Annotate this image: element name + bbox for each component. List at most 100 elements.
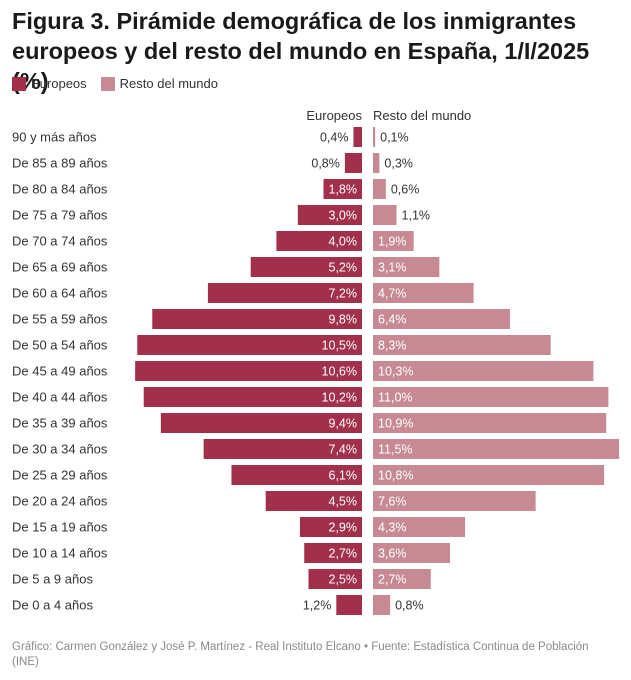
data-label-resto-del-mundo: 0,1% xyxy=(380,131,409,145)
bar-europeos xyxy=(160,413,362,433)
data-label-europeos: 6,1% xyxy=(329,469,358,483)
category-label: De 30 a 34 años xyxy=(12,442,108,457)
bar-europeos xyxy=(250,257,362,277)
bar-europeos xyxy=(265,491,362,511)
data-label-resto-del-mundo: 10,9% xyxy=(378,417,413,431)
bar-europeos xyxy=(308,569,362,589)
chart-footer: Gráfico: Carmen González y José P. Martí… xyxy=(12,641,589,668)
category-label: De 75 a 79 años xyxy=(12,208,108,223)
bar-europeos xyxy=(135,361,362,381)
legend-item-resto: Resto del mundo xyxy=(100,76,218,91)
bar-europeos xyxy=(143,387,362,407)
bar-europeos xyxy=(344,153,362,173)
category-label: De 85 a 89 años xyxy=(12,156,108,171)
bar-resto-del-mundo xyxy=(373,153,380,173)
data-label-resto-del-mundo: 8,3% xyxy=(378,339,407,353)
data-label-europeos: 5,2% xyxy=(329,261,358,275)
chart-rows: 90 y más años 0,4% 0,1% De 85 a 89 años 0,8%… xyxy=(12,127,620,615)
data-label-europeos: 2,9% xyxy=(329,521,358,535)
data-label-europeos: 0,8% xyxy=(311,157,340,171)
bar-europeos xyxy=(203,439,362,459)
data-label-resto-del-mundo: 6,4% xyxy=(378,313,407,327)
category-label: De 10 a 14 años xyxy=(12,546,108,561)
data-label-europeos: 10,5% xyxy=(322,339,357,353)
data-label-europeos: 1,2% xyxy=(303,599,332,613)
category-label: De 5 a 9 años xyxy=(12,572,93,587)
bar-resto-del-mundo xyxy=(373,387,609,407)
bar-resto-del-mundo xyxy=(373,595,391,615)
category-label: De 0 a 4 años xyxy=(12,598,93,613)
data-label-resto-del-mundo: 1,1% xyxy=(402,209,431,223)
bar-europeos xyxy=(323,179,362,199)
category-label: De 80 a 84 años xyxy=(12,182,108,197)
category-label: De 55 a 59 años xyxy=(12,312,108,327)
bar-europeos xyxy=(152,309,362,329)
bar-resto-del-mundo xyxy=(373,569,431,589)
data-label-resto-del-mundo: 0,8% xyxy=(395,599,424,613)
legend-item-europeos: Europeos xyxy=(12,76,87,91)
bar-resto-del-mundo xyxy=(373,465,605,485)
category-label: De 65 a 69 años xyxy=(12,260,108,275)
bar-resto-del-mundo xyxy=(373,543,451,563)
bar-resto-del-mundo xyxy=(373,283,474,303)
data-label-resto-del-mundo: 4,7% xyxy=(378,287,407,301)
category-label: De 15 a 19 años xyxy=(12,520,108,535)
legend-label-europeos: Europeos xyxy=(31,76,87,91)
bar-resto-del-mundo xyxy=(373,439,620,459)
category-label: De 20 a 24 años xyxy=(12,494,108,509)
data-label-europeos: 4,5% xyxy=(329,495,358,509)
legend-swatch-europeos xyxy=(12,76,26,91)
column-header-europeos: Europeos xyxy=(306,108,362,123)
legend: Europeos Resto del mundo xyxy=(12,76,232,91)
data-label-resto-del-mundo: 11,0% xyxy=(378,391,413,405)
bar-europeos xyxy=(231,465,362,485)
data-label-europeos: 9,8% xyxy=(329,313,358,327)
bar-europeos xyxy=(353,127,362,147)
bar-resto-del-mundo xyxy=(373,413,607,433)
bar-europeos xyxy=(207,283,362,303)
data-label-resto-del-mundo: 0,3% xyxy=(384,157,413,171)
bar-resto-del-mundo xyxy=(373,491,536,511)
bar-resto-del-mundo xyxy=(373,205,397,225)
bar-resto-del-mundo xyxy=(373,231,414,251)
category-label: 90 y más años xyxy=(12,130,97,145)
data-label-europeos: 3,0% xyxy=(329,209,358,223)
chart-title: Figura 3. Pirámide demográfica de los in… xyxy=(12,8,590,94)
data-label-europeos: 2,7% xyxy=(329,547,358,561)
bar-europeos xyxy=(276,231,362,251)
category-label: De 35 a 39 años xyxy=(12,416,108,431)
data-label-resto-del-mundo: 3,6% xyxy=(378,547,407,561)
data-label-resto-del-mundo: 10,8% xyxy=(378,469,413,483)
data-label-europeos: 1,8% xyxy=(329,183,358,197)
bar-europeos xyxy=(336,595,362,615)
data-label-europeos: 2,5% xyxy=(329,573,358,587)
data-label-europeos: 4,0% xyxy=(329,235,358,249)
pyramid-chart: Europeos Resto del mundo 90 y más años 0,… xyxy=(12,108,620,615)
bar-resto-del-mundo xyxy=(373,179,386,199)
bar-resto-del-mundo xyxy=(373,257,440,277)
bar-europeos xyxy=(297,205,362,225)
category-label: De 45 a 49 años xyxy=(12,364,108,379)
bar-resto-del-mundo xyxy=(373,335,551,355)
category-label: De 50 a 54 años xyxy=(12,338,108,353)
data-label-resto-del-mundo: 3,1% xyxy=(378,261,407,275)
bar-europeos xyxy=(304,543,362,563)
category-label: De 70 a 74 años xyxy=(12,234,108,249)
data-label-resto-del-mundo: 10,3% xyxy=(378,365,413,379)
legend-swatch-resto xyxy=(100,76,115,91)
data-label-europeos: 10,2% xyxy=(322,391,357,405)
data-label-resto-del-mundo: 7,6% xyxy=(378,495,407,509)
data-label-resto-del-mundo: 11,5% xyxy=(378,443,413,457)
data-label-resto-del-mundo: 0,6% xyxy=(391,183,420,197)
category-label: De 60 a 64 años xyxy=(12,286,108,301)
category-label: De 40 a 44 años xyxy=(12,390,108,405)
bar-resto-del-mundo xyxy=(373,361,594,381)
bar-europeos xyxy=(137,335,362,355)
data-label-europeos: 0,4% xyxy=(320,131,349,145)
data-label-resto-del-mundo: 4,3% xyxy=(378,521,407,535)
data-label-europeos: 10,6% xyxy=(322,365,357,379)
column-header-resto: Resto del mundo xyxy=(373,108,471,123)
data-label-europeos: 7,2% xyxy=(329,287,358,301)
data-label-resto-del-mundo: 1,9% xyxy=(378,235,407,249)
bar-resto-del-mundo xyxy=(373,127,376,147)
